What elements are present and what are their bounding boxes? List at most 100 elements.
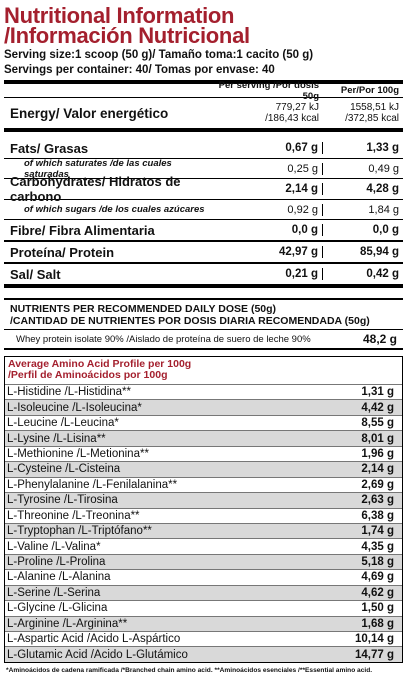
servings-per-container: Servings per container: 40/ Tomas por en… bbox=[4, 64, 275, 76]
nutrient-serving: 0,25 g bbox=[287, 162, 318, 175]
aa-value: 4,35 g bbox=[361, 540, 394, 553]
nutrient-label: Proteína/ Protein bbox=[10, 244, 115, 260]
aa-title-en: Average Amino Acid Profile per 100g bbox=[8, 358, 192, 370]
title-es: /Información Nutricional bbox=[4, 23, 250, 48]
aa-value: 8,55 g bbox=[361, 417, 394, 430]
nutrient-row: Proteína/ Protein 42,97 g 85,94 g bbox=[4, 242, 403, 262]
aa-value: 2,14 g bbox=[361, 463, 394, 476]
aa-name: L-Tyrosine /L-Tirosina bbox=[7, 494, 118, 507]
nutrient-per100: 85,94 g bbox=[322, 246, 403, 258]
nutrient-per100: 0,42 g bbox=[322, 268, 403, 280]
divider bbox=[4, 219, 403, 220]
nutrient-row: Carbohydrates/ Hidratos de carbono 2,14 g… bbox=[4, 174, 403, 204]
aa-row: L-Histidine /L-Histidina** 1,31 g bbox=[5, 384, 402, 399]
aa-row: L-Lysine /L-Lisina** 8,01 g bbox=[5, 430, 402, 446]
divider bbox=[4, 262, 403, 264]
aa-row: L-Isoleucine /L-Isoleucina* 4,42 g bbox=[5, 399, 402, 415]
nutrient-label: of which sugars /de los cuales azúcares bbox=[24, 204, 205, 215]
divider bbox=[4, 348, 403, 350]
aa-row: L-Glycine /L-Glicina 1,50 g bbox=[5, 600, 402, 615]
divider-thick bbox=[4, 284, 403, 288]
nutrient-row: of which sugars /de los cuales azúcares 0… bbox=[4, 200, 403, 219]
energy-serving: 779,27 kJ /186,43 kcal bbox=[217, 102, 323, 124]
nutrient-serving: 2,14 g bbox=[285, 183, 318, 195]
aa-value: 4,69 g bbox=[361, 571, 394, 584]
aa-row: L-Threonine /L-Treonina** 6,38 g bbox=[5, 507, 402, 523]
rdd-value: 48,2 g bbox=[362, 332, 397, 346]
nutrient-per100: 1,33 g bbox=[322, 142, 403, 154]
aa-name: L-Proline /L-Prolina bbox=[7, 556, 106, 569]
nutrient-label: Carbohydrates/ Hidratos de carbono bbox=[10, 174, 181, 204]
aa-value: 1,68 g bbox=[361, 617, 394, 630]
aa-value: 5,18 g bbox=[361, 556, 394, 569]
aa-name: L-Threonine /L-Treonina** bbox=[7, 509, 140, 522]
nutrient-row: Fats/ Grasas 0,67 g 1,33 g bbox=[4, 138, 403, 158]
footnote: *Aminoácidos de cadena ramificada /*Bran… bbox=[6, 666, 373, 674]
aa-name: L-Valine /L-Valina* bbox=[7, 540, 101, 553]
nutrient-row: Sal/ Salt 0,21 g 0,42 g bbox=[4, 264, 403, 284]
column-header-row: Per serving /Por dosis 50g Per/Por 100g bbox=[4, 80, 403, 102]
energy-per100-kj: 1558,51 kJ bbox=[350, 102, 399, 113]
aa-value: 4,42 g bbox=[361, 401, 394, 414]
aa-row: L-Cysteine /L-Cisteina 2,14 g bbox=[5, 461, 402, 477]
aa-value: 2,69 g bbox=[361, 478, 394, 491]
aa-value: 8,01 g bbox=[361, 432, 394, 445]
aa-name: L-Cysteine /L-Cisteina bbox=[7, 463, 121, 476]
nutrient-per100: 0,0 g bbox=[322, 224, 403, 236]
nutrient-serving: 0,21 g bbox=[285, 268, 318, 280]
aa-title-es: /Perfil de Aminoácidos por 100g bbox=[8, 369, 168, 381]
aa-name: L-Tryptophan /L-Triptófano** bbox=[7, 525, 152, 538]
aa-name: L-Leucine /L-Leucina* bbox=[7, 417, 119, 430]
aa-name: L-Histidine /L-Histidina** bbox=[7, 386, 131, 399]
nutrition-label: Nutritional Information /Información Nut… bbox=[4, 3, 403, 674]
aa-name: L-Alanine /L-Alanina bbox=[7, 571, 111, 584]
aa-name: L-Arginine /L-Arginina** bbox=[7, 617, 128, 630]
aa-row: L-Tyrosine /L-Tirosina 2,63 g bbox=[5, 492, 402, 508]
nutrient-serving: 0,67 g bbox=[285, 142, 318, 154]
nutrient-label: Fats/ Grasas bbox=[10, 140, 89, 156]
divider bbox=[4, 178, 403, 179]
nutrient-row: Fibre/ Fibra Alimentaria 0,0 g 0,0 g bbox=[4, 220, 403, 240]
aa-row: L-Alanine /L-Alanina 4,69 g bbox=[5, 569, 402, 584]
nutrient-row: of which saturates /de las cuales satura… bbox=[4, 157, 403, 180]
title-en: Nutritional Information bbox=[4, 3, 235, 28]
aa-row: L-Leucine /L-Leucina* 8,55 g bbox=[5, 414, 402, 430]
divider bbox=[4, 298, 403, 300]
aa-row: L-Serine /L-Serina 4,62 g bbox=[5, 584, 402, 601]
aa-row: L-Valine /L-Valina* 4,35 g bbox=[5, 538, 402, 553]
energy-label: Energy/ Valor energético bbox=[10, 105, 169, 121]
divider-thick bbox=[4, 80, 403, 84]
aa-name: L-Glutamic Acid /Acido L-Glutámico bbox=[7, 648, 188, 661]
nutrient-label: of which saturates /de las cuales satura… bbox=[24, 157, 172, 180]
col-per-serving: Per serving /Por dosis 50g bbox=[218, 79, 319, 102]
nutrient-serving: 42,97 g bbox=[279, 246, 318, 258]
nutrient-serving: 0,0 g bbox=[291, 224, 318, 236]
aa-row: L-Methionine /L-Metionina** 1,96 g bbox=[5, 445, 402, 461]
nutrient-label: Sal/ Salt bbox=[10, 266, 61, 282]
divider bbox=[4, 97, 403, 98]
energy-row: Energy/ Valor energético 779,27 kJ /186,… bbox=[4, 98, 403, 128]
aa-value: 2,63 g bbox=[361, 494, 394, 507]
serving-size: Serving size:1 scoop (50 g)/ Tamaño toma… bbox=[4, 49, 314, 61]
rdd-heading-es: /CANTIDAD DE NUTRIENTES POR DOSIS DIARIA… bbox=[10, 315, 370, 327]
aa-name: L-Serine /L-Serina bbox=[7, 586, 101, 599]
aa-name: L-Aspartic Acid /Acido L-Aspártico bbox=[7, 633, 181, 646]
energy-serving-kj: 779,27 kJ bbox=[275, 102, 319, 113]
divider bbox=[4, 158, 403, 159]
aa-name: L-Isoleucine /L-Isoleucina* bbox=[7, 401, 142, 414]
aa-value: 6,38 g bbox=[361, 509, 394, 522]
nutrient-table: Fats/ Grasas 0,67 g 1,33 g of which saturat… bbox=[4, 138, 403, 284]
nutrient-per100: 4,28 g bbox=[322, 183, 403, 195]
aa-value: 1,96 g bbox=[361, 447, 394, 460]
divider bbox=[4, 329, 403, 330]
aa-row: L-Tryptophan /L-Triptófano** 1,74 g bbox=[5, 522, 402, 539]
amino-acid-profile: Average Amino Acid Profile per 100g /Per… bbox=[4, 356, 403, 663]
aa-row: L-Proline /L-Prolina 5,18 g bbox=[5, 553, 402, 570]
rdd-row: Whey protein isolate 90% /Aislado de pro… bbox=[4, 330, 403, 348]
rdd-item: Whey protein isolate 90% /Aislado de pro… bbox=[16, 333, 311, 345]
rdd-heading-en: NUTRIENTS PER RECOMMENDED DAILY DOSE (50… bbox=[10, 303, 277, 315]
energy-per100: 1558,51 kJ /372,85 kcal bbox=[323, 102, 403, 124]
aa-value: 1,50 g bbox=[361, 602, 394, 615]
energy-serving-kcal: /186,43 kcal bbox=[265, 113, 319, 124]
divider bbox=[4, 199, 403, 200]
